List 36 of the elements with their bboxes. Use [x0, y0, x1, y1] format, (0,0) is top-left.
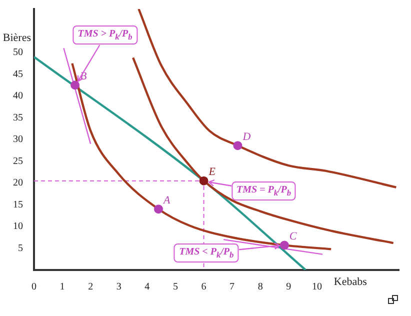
y-tick-label: 10	[13, 221, 23, 232]
x-tick-label: 6	[201, 282, 206, 293]
y-tick-label: 35	[13, 112, 23, 124]
series-label: E	[208, 166, 216, 178]
x-tick-label: 10	[312, 282, 322, 293]
x-tick-label: 1	[60, 282, 65, 293]
series-label: A	[162, 194, 170, 206]
point	[280, 240, 289, 250]
y-tick-label: 5	[18, 242, 23, 254]
point	[233, 141, 242, 150]
x-tick-label: 9	[286, 282, 292, 293]
x-tick-label: 4	[144, 282, 150, 293]
x-tick-label: 2	[88, 282, 94, 293]
x-tick-label: 0	[32, 282, 36, 293]
y-tick-label: 40	[13, 90, 23, 102]
annotation: TMS > P$_{k}$/P$_{b}$	[72, 26, 138, 45]
series-label: C	[289, 230, 298, 243]
y-tick-label: 50	[13, 47, 23, 58]
y-tick-label: 25	[13, 156, 23, 167]
y-axis-title: Bières	[2, 32, 31, 44]
point	[154, 204, 163, 214]
x-axis-title: Kebabs	[334, 276, 367, 288]
line-series	[132, 56, 394, 244]
annotation: TMS = P$_{k}$/P$_{b}$	[231, 181, 296, 200]
y-tick-label: 15	[13, 199, 23, 210]
y-tick-label: 20	[13, 178, 23, 189]
annotation: TMS < P$_{k}$/P$_{b}$	[174, 244, 239, 263]
x-tick-label: 8	[258, 282, 263, 293]
series-label: D	[242, 130, 251, 143]
x-tick-label: 3	[116, 282, 122, 293]
y-tick-label: 45	[13, 68, 23, 80]
y-tick-label: 30	[13, 134, 23, 146]
point	[70, 80, 80, 90]
x-tick-label: 5	[172, 282, 178, 293]
x-tick-label: 7	[230, 282, 235, 293]
point	[199, 176, 208, 186]
